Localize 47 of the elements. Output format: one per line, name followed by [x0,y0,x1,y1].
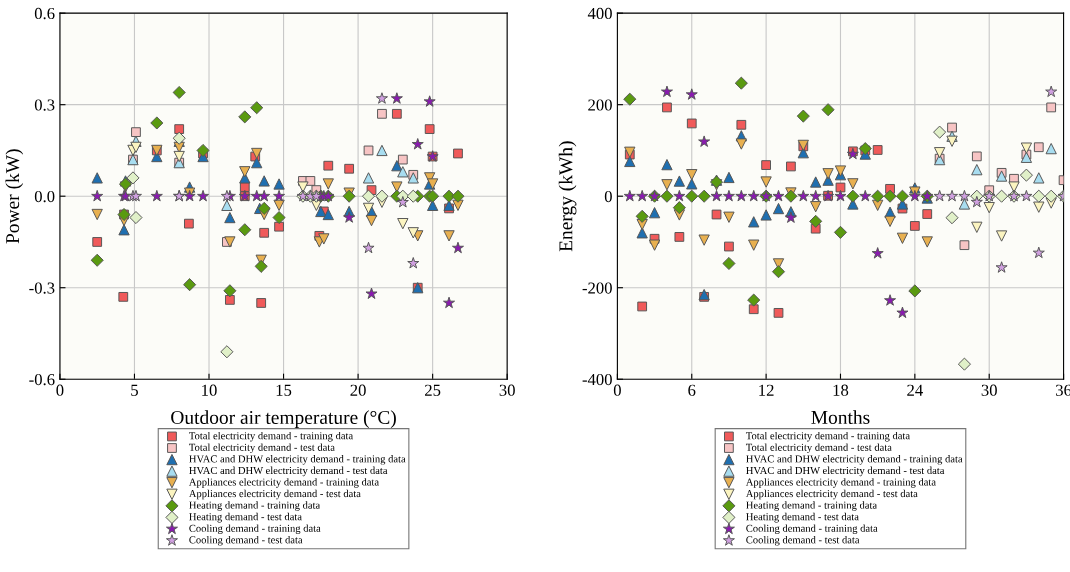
legend-label: Appliances electricity demand - training data [188,478,379,488]
legend-label: Cooling demand - test data [189,535,303,546]
legend-label: Appliances electricity demand - test data [188,489,361,500]
y-tick-label: 0.0 [34,190,55,203]
x-tick-label: 10 [202,384,217,396]
legend-label: Heating demand - training data [746,501,877,511]
x-tick-label: 18 [833,384,849,396]
legend-label: Total electricity demand - training data [189,431,353,442]
legend-label: Heating demand - test data [189,512,302,523]
x-axis-title: Months [811,410,870,425]
x-tick-label: 6 [688,384,696,396]
y-tick-label: 0.3 [34,99,55,111]
legend-label: HVAC and DHW electricity demand - training data [746,455,963,465]
x-tick-label: 5 [131,384,138,396]
legend-label: Cooling demand - test data [746,535,860,546]
y-tick-label: 0 [604,190,612,203]
legend-label: HVAC and DHW electricity demand - test data [189,466,388,477]
y-tick-label: -0.3 [29,282,55,294]
x-tick-label: 24 [907,384,923,396]
legend-label: HVAC and DHW electricity demand - training data [189,455,406,465]
y-tick-label: -0.6 [29,373,55,386]
y-tick-label: -400 [582,373,612,386]
y-tick-label: 400 [587,7,612,20]
legend-label: Total electricity demand - training data [745,431,910,442]
x-tick-label: 0 [613,384,621,396]
y-tick-label: 200 [588,99,612,111]
y-axis-title: Power (kW) [5,149,24,244]
legend-label: Total electricity demand - test data [189,443,335,454]
legend-label: Total electricity demand - test data [745,443,892,454]
x-tick-label: 20 [350,384,366,396]
x-tick-label: 15 [276,384,292,396]
x-tick-label: 30 [499,384,515,396]
legend-label: Appliances electricity demand - training data [745,478,936,488]
legend-label: Appliances electricity demand - test data [745,489,918,500]
legend-label: Heating demand - training data [189,501,321,511]
legend-label: Heating demand - test data [746,512,859,523]
legend-label: Cooling demand - training data [189,524,321,535]
x-tick-label: 0 [56,384,64,396]
y-tick-label: -200 [582,282,612,294]
x-tick-label: 25 [425,384,441,396]
legend-label: HVAC and DHW electricity demand - test data [746,466,945,477]
x-tick-label: 30 [981,384,997,396]
x-axis-title: Outdoor air temperature (°C) [171,410,396,428]
legend-label: Cooling demand - training data [746,524,878,535]
y-axis-title: Energy (kWh) [558,141,577,252]
x-tick-label: 12 [759,384,774,396]
y-tick-label: 0.6 [34,7,55,20]
